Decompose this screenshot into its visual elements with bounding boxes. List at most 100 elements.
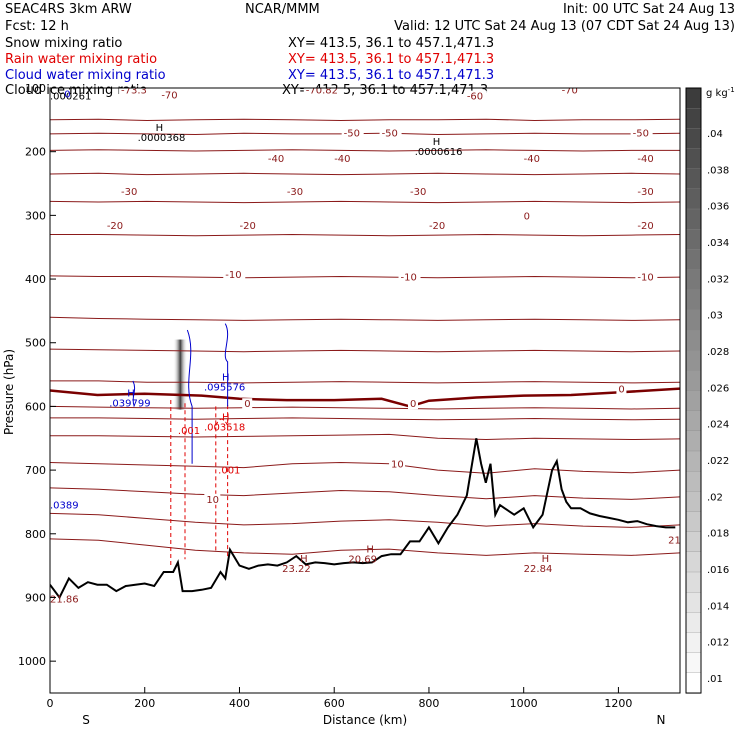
temperature-label-bg [616,383,627,395]
extremum-value: .0389 [50,500,79,511]
temperature-label-bg [521,153,544,165]
extremum-value: 21.86 [50,595,79,606]
isotherm-line [50,233,680,237]
temperature-label: -30 [410,187,426,198]
field-cloud-ice-name: Cloud ice mixing ratio [5,83,147,98]
colorbar-segment [685,450,702,472]
temperature-label: -10 [225,270,241,281]
colorbar-segment [685,612,702,634]
colorbar-segment [685,511,702,533]
colorbar-segment [685,410,702,432]
field-cloud-water-name: Cloud water mixing ratio [5,68,166,83]
temperature-label-bg [341,127,364,139]
extremum-value: 20.69 [348,554,377,565]
forecast-hour: Fcst: 12 h [5,19,69,34]
colorbar-frame [685,87,702,694]
plot-content: -73.3 -70.82 -70 -70 -60 -50 -50 -50 -40 -40 -40 -4… [50,81,680,606]
extremum-marker: H [366,544,374,555]
x-tick-label: 1200 [604,697,632,710]
temperature-label: -10 [401,273,417,284]
colorbar-tick-label: .018 [707,529,729,540]
y-tick-label: 400 [25,273,46,286]
temperature-label: -50 [344,129,360,140]
temperature-label-bg [223,268,246,280]
extremum-value: .039799 [109,398,150,409]
colorbar-tick-label: .014 [707,601,729,612]
field-snow-name: Snow mixing ratio [5,36,122,51]
extremum-marker: H [542,554,550,565]
isotherm-line [50,512,680,528]
colorbar-segment [685,148,702,170]
colorbar-tick-label: .02 [707,492,723,503]
isotherm-line [50,487,680,500]
field-rain-name: Rain water mixing ratio [5,52,157,67]
extremum-marker: H [300,554,308,565]
field-rain-xy: XY= 413.5, 36.1 to 457.1,471.3 [288,52,494,67]
isotherm-line [50,380,680,384]
temperature-label-bg [303,88,344,96]
colorbar-tick-label: .038 [707,165,729,176]
extremum-value: 22.84 [524,564,553,575]
colorbar-segment [685,269,702,291]
y-tick-label: 900 [25,591,46,604]
temperature-label: -70 [562,85,578,96]
plot-frame [49,87,681,694]
axes: 0 200 400 600 800 1000 12001002003004005006007… [18,82,632,710]
temperature-label-bg [408,186,430,198]
temperature-label-bg [119,88,154,96]
temperature-label: 10 [391,460,404,471]
colorbar-segment [685,289,702,311]
temperature-label: -20 [239,221,255,232]
temperature-label: -70.82 [306,85,338,96]
temperature-label-bg [265,153,288,165]
colorbar-tick-label: .022 [707,456,729,467]
x-tick-label: 600 [324,697,345,710]
colorbar-segment [685,430,702,452]
temperature-label: 10 [206,495,219,506]
isotherm-line [50,132,680,136]
temperature-label-bg [521,210,532,222]
field-snow-xy: XY= 413.5, 36.1 to 457.1,471.3 [288,36,494,51]
temperature-label: -40 [268,154,284,165]
extremum-marker: H [68,81,76,92]
extremum-value: .000261 [50,91,91,102]
north-label: N [657,713,666,727]
extremum-marker: H [222,413,230,424]
isotherm-line [50,172,680,176]
colorbar-segment [685,229,702,250]
temperature-label: 0 [524,211,530,222]
temperature-label: -20 [107,221,123,232]
colorbar-segment [685,249,702,271]
freezing-level-line [50,387,680,408]
isotherm-line [50,417,680,421]
colorbar-tick-label: .028 [707,347,729,358]
temperature-label: -40 [637,154,653,165]
extremum-value: .001 [178,426,200,437]
temperature-label-bg [464,90,487,102]
isotherm-line [50,149,680,152]
init-time: Init: 00 UTC Sat 24 Aug 13 [563,2,735,17]
x-tick-label: 200 [134,697,155,710]
cloud-ice-shading [173,339,188,410]
isotherm-line [50,316,680,321]
x-tick-label: 400 [229,697,250,710]
colorbar-segment [685,672,702,694]
temperature-label-bg [237,219,260,231]
temperature-label-bg [635,271,658,283]
colorbar-tick-label: .04 [707,129,723,140]
extremum-value: .095576 [204,383,245,394]
colorbar-segment [685,208,702,230]
colorbar-unit: g kg-1 [706,86,735,99]
temperature-label-bg [379,127,402,139]
colorbar-tick-label: .036 [707,202,729,213]
colorbar-segment [685,592,702,613]
isotherm-line [50,275,680,279]
temperature-label-bg [389,458,406,470]
temperature-label-bg [630,127,653,139]
rain-water-contour [215,418,229,426]
temperature-label-bg [635,153,658,165]
colorbar-segment [685,471,702,492]
x-axis-title: Distance (km) [323,713,407,727]
colorbar-segment [685,350,702,371]
